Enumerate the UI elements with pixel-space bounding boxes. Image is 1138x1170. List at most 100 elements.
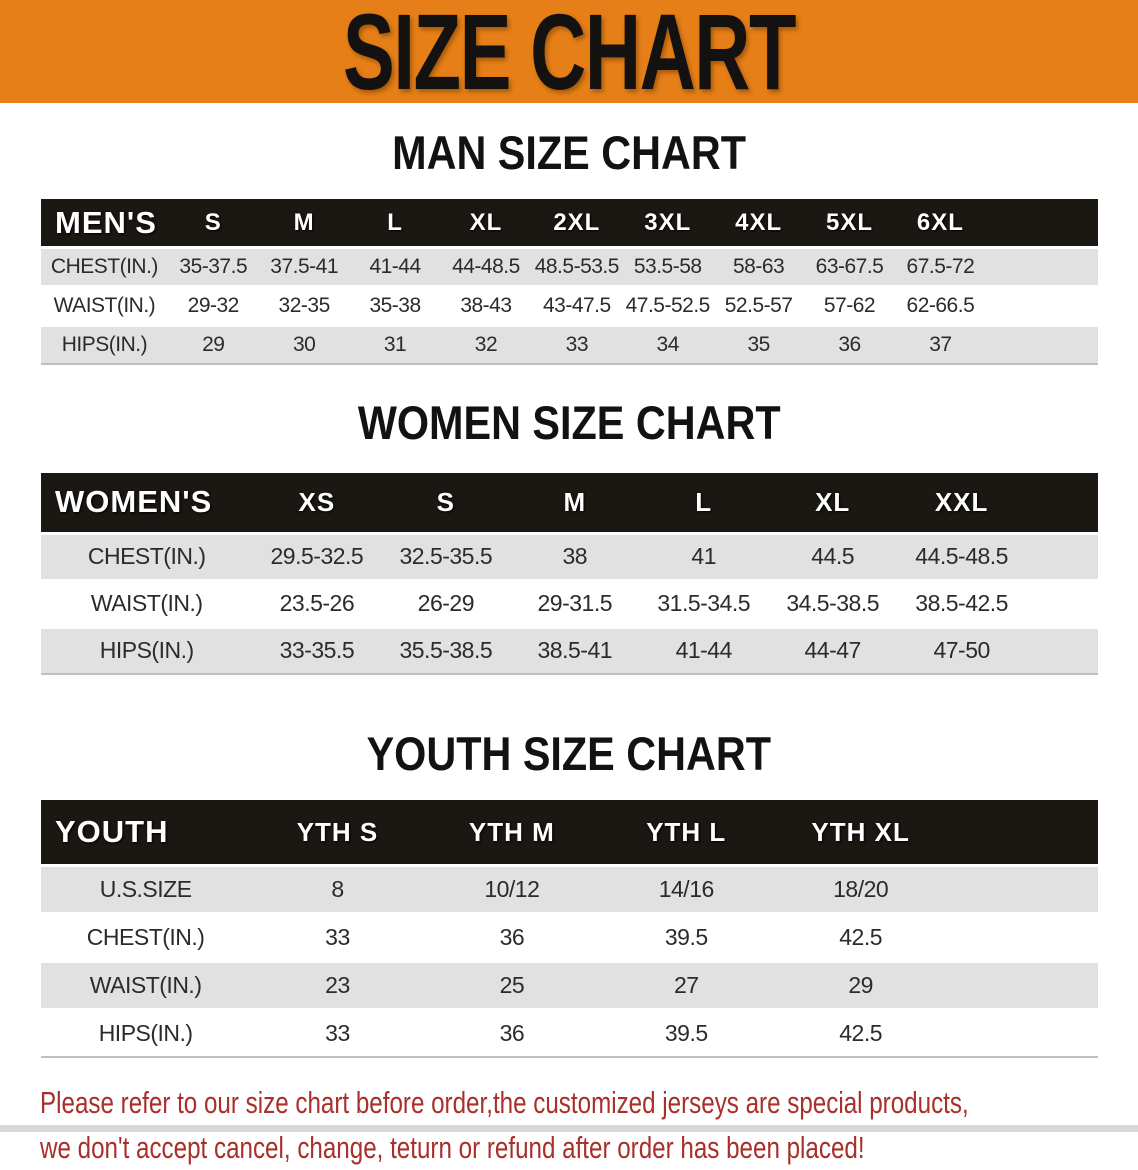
size-value-cell: 42.5 — [773, 1008, 948, 1056]
size-value-cell: 33 — [250, 912, 425, 960]
size-value-cell: 47-50 — [897, 625, 1027, 673]
men-size-table: MEN'S S M L XL 2XL 3XL 4XL 5XL 6XL CHEST(IN.) 35-37… — [41, 199, 1098, 366]
size-column-header: YTH L — [599, 800, 774, 865]
size-column-header: YTH M — [424, 800, 600, 865]
table-corner-label: MEN'S — [41, 199, 168, 247]
size-value-cell: 34 — [622, 324, 714, 364]
youth-size-chart-heading-text: YOUTH SIZE CHART — [366, 726, 772, 780]
size-column-header: XL — [768, 472, 898, 532]
size-value-cell: 62-66.5 — [894, 285, 986, 324]
row-filler — [985, 324, 1098, 364]
size-column-header: L — [639, 472, 769, 532]
size-value-cell: 39.5 — [599, 912, 774, 960]
bottom-edge-strip — [0, 1125, 1138, 1132]
size-value-cell: 44-48.5 — [440, 246, 532, 286]
women-size-chart-heading-text: WOMEN SIZE CHART — [357, 396, 781, 450]
size-value-cell: 32.5-35.5 — [381, 531, 511, 579]
size-value-cell: 35-38 — [349, 285, 441, 324]
banner: SIZE CHART — [0, 0, 1138, 103]
size-column-header: 5XL — [804, 199, 895, 247]
table-corner-label: YOUTH — [41, 800, 251, 865]
size-value-cell: 38.5-41 — [510, 625, 640, 673]
row-filler — [1026, 531, 1098, 579]
table-header-row: YOUTH YTH S YTH M YTH L YTH XL — [41, 800, 1098, 865]
table-header-row: WOMEN'S XS S M L XL XXL — [41, 472, 1098, 532]
size-value-cell: 44.5 — [768, 531, 898, 579]
size-column-header: M — [510, 472, 640, 532]
row-label: HIPS(IN.) — [41, 625, 253, 673]
size-column-header: 3XL — [622, 199, 714, 247]
table-row: CHEST(IN.) 33 36 39.5 42.5 — [41, 912, 1098, 960]
size-value-cell: 33-35.5 — [252, 625, 382, 673]
size-value-cell: 44.5-48.5 — [897, 531, 1027, 579]
row-filler — [947, 912, 1098, 960]
size-value-cell: 29-32 — [167, 285, 259, 324]
row-label: HIPS(IN.) — [41, 1008, 251, 1056]
size-value-cell: 29 — [773, 960, 948, 1009]
size-value-cell: 31.5-34.5 — [639, 578, 769, 626]
size-value-cell: 35.5-38.5 — [381, 625, 511, 673]
size-value-cell: 41-44 — [639, 625, 769, 673]
size-column-header: S — [381, 472, 511, 532]
size-value-cell: 10/12 — [424, 864, 600, 913]
size-value-cell: 47.5-52.5 — [622, 285, 714, 324]
size-column-header: L — [349, 199, 441, 247]
header-filler — [1026, 472, 1098, 532]
size-value-cell: 36 — [424, 912, 600, 960]
size-value-cell: 38-43 — [440, 285, 532, 324]
women-size-section: WOMEN SIZE CHART WOMEN'S XS S M L XL XXL CHEST(… — [0, 396, 1138, 675]
size-column-header: 4XL — [713, 199, 805, 247]
size-value-cell: 44-47 — [768, 625, 898, 673]
row-filler — [947, 864, 1098, 913]
youth-size-table: YOUTH YTH S YTH M YTH L YTH XL U.S.SIZE 8 10/12… — [41, 800, 1098, 1059]
row-label: WAIST(IN.) — [41, 960, 251, 1009]
size-column-header: XXL — [897, 472, 1027, 532]
table-row: CHEST(IN.) 35-37.5 37.5-41 41-44 44-48.5 48.5… — [41, 246, 1098, 286]
table-header-row: MEN'S S M L XL 2XL 3XL 4XL 5XL 6XL — [41, 199, 1098, 247]
size-value-cell: 38.5-42.5 — [897, 578, 1027, 626]
size-value-cell: 43-47.5 — [531, 285, 623, 324]
size-value-cell: 8 — [250, 864, 425, 913]
row-label: CHEST(IN.) — [41, 531, 253, 579]
size-value-cell: 30 — [258, 324, 350, 364]
size-value-cell: 37 — [894, 324, 986, 364]
size-value-cell: 33 — [531, 324, 623, 364]
man-size-chart-heading: MAN SIZE CHART — [0, 128, 1138, 178]
size-value-cell: 63-67.5 — [804, 246, 895, 286]
size-value-cell: 29.5-32.5 — [252, 531, 382, 579]
size-value-cell: 34.5-38.5 — [768, 578, 898, 626]
size-value-cell: 41-44 — [349, 246, 441, 286]
size-column-header: 2XL — [531, 199, 623, 247]
women-size-table: WOMEN'S XS S M L XL XXL CHEST(IN.) 29.5-32.5 32.5… — [41, 472, 1098, 675]
disclaimer-line-1: Please refer to our size chart before or… — [40, 1085, 969, 1121]
size-column-header: 6XL — [894, 199, 986, 247]
size-value-cell: 58-63 — [713, 246, 805, 286]
size-value-cell: 18/20 — [773, 864, 948, 913]
size-value-cell: 31 — [349, 324, 441, 364]
row-filler — [985, 285, 1098, 324]
size-column-header: S — [167, 199, 259, 247]
size-column-header: XS — [252, 472, 382, 532]
table-row: HIPS(IN.) 33 36 39.5 42.5 — [41, 1008, 1098, 1056]
row-filler — [985, 246, 1098, 286]
table-row: WAIST(IN.) 29-32 32-35 35-38 38-43 43-47.5 47.… — [41, 285, 1098, 324]
women-size-chart-heading: WOMEN SIZE CHART — [0, 396, 1138, 450]
row-filler — [947, 960, 1098, 1009]
size-value-cell: 67.5-72 — [894, 246, 986, 286]
row-filler — [1026, 625, 1098, 673]
size-value-cell: 35 — [713, 324, 805, 364]
size-value-cell: 36 — [804, 324, 895, 364]
youth-size-chart-heading: YOUTH SIZE CHART — [0, 726, 1138, 780]
size-value-cell: 57-62 — [804, 285, 895, 324]
table-row: HIPS(IN.) 33-35.5 35.5-38.5 38.5-41 41-44 44-… — [41, 625, 1098, 673]
banner-title: SIZE CHART — [342, 0, 797, 103]
table-row: CHEST(IN.) 29.5-32.5 32.5-35.5 38 41 44.5 44.5… — [41, 531, 1098, 579]
table-row: WAIST(IN.) 23 25 27 29 — [41, 960, 1098, 1009]
row-label: WAIST(IN.) — [41, 578, 253, 626]
row-label: U.S.SIZE — [41, 864, 251, 913]
size-value-cell: 36 — [424, 1008, 600, 1056]
size-value-cell: 32-35 — [258, 285, 350, 324]
row-filler — [947, 1008, 1098, 1056]
size-value-cell: 53.5-58 — [622, 246, 714, 286]
